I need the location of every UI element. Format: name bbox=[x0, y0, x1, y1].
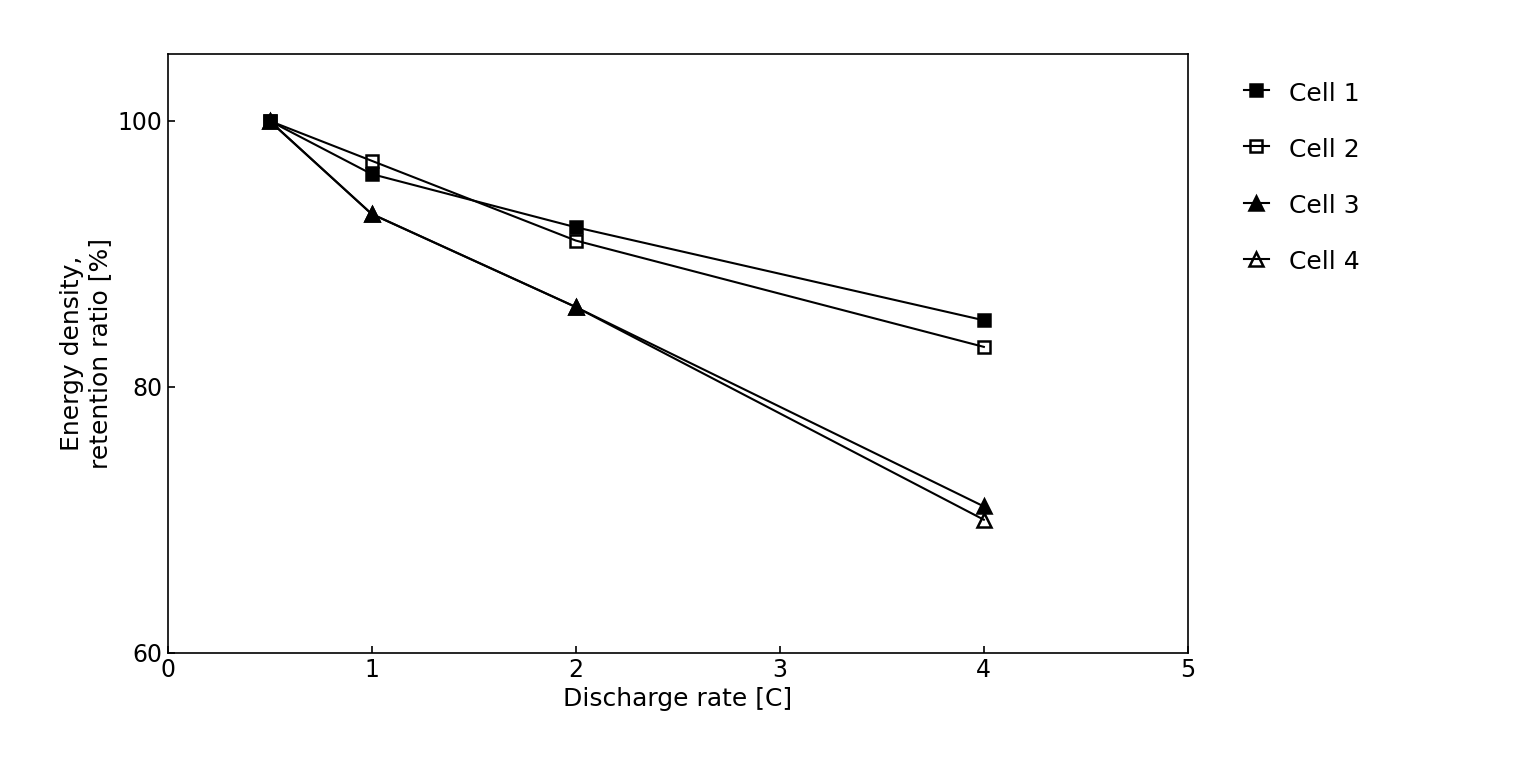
Legend: Cell 1, Cell 2, Cell 3, Cell 4: Cell 1, Cell 2, Cell 3, Cell 4 bbox=[1231, 67, 1372, 287]
Line: Cell 1: Cell 1 bbox=[263, 115, 990, 326]
Cell 4 bbox=[260, 117, 279, 126]
Cell 2 bbox=[260, 117, 279, 126]
Cell 2 bbox=[567, 236, 585, 246]
Cell 3 bbox=[567, 302, 585, 312]
Cell 3 bbox=[362, 209, 381, 218]
Y-axis label: Energy density,
retention ratio [%]: Energy density, retention ratio [%] bbox=[61, 238, 113, 469]
Cell 4 bbox=[975, 515, 993, 524]
Cell 3 bbox=[260, 117, 279, 126]
Cell 2 bbox=[975, 342, 993, 351]
Cell 1 bbox=[260, 117, 279, 126]
Cell 4 bbox=[567, 302, 585, 312]
Line: Cell 2: Cell 2 bbox=[263, 115, 990, 353]
Cell 1 bbox=[362, 169, 381, 179]
Cell 4 bbox=[362, 209, 381, 218]
Cell 3 bbox=[975, 502, 993, 511]
Line: Cell 4: Cell 4 bbox=[262, 114, 991, 527]
Cell 2 bbox=[362, 156, 381, 166]
Cell 1 bbox=[975, 315, 993, 325]
X-axis label: Discharge rate [C]: Discharge rate [C] bbox=[564, 687, 792, 711]
Line: Cell 3: Cell 3 bbox=[262, 114, 991, 514]
Cell 1 bbox=[567, 222, 585, 232]
